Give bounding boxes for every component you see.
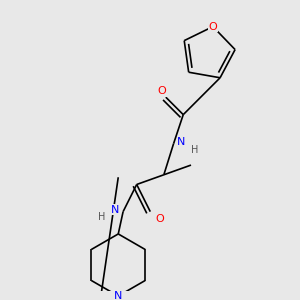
Text: O: O <box>208 22 217 32</box>
Text: O: O <box>158 86 166 96</box>
Text: H: H <box>98 212 106 223</box>
Text: O: O <box>156 214 164 224</box>
Text: N: N <box>177 137 185 147</box>
Text: H: H <box>191 145 199 154</box>
Text: N: N <box>114 291 122 300</box>
Text: N: N <box>111 205 119 215</box>
